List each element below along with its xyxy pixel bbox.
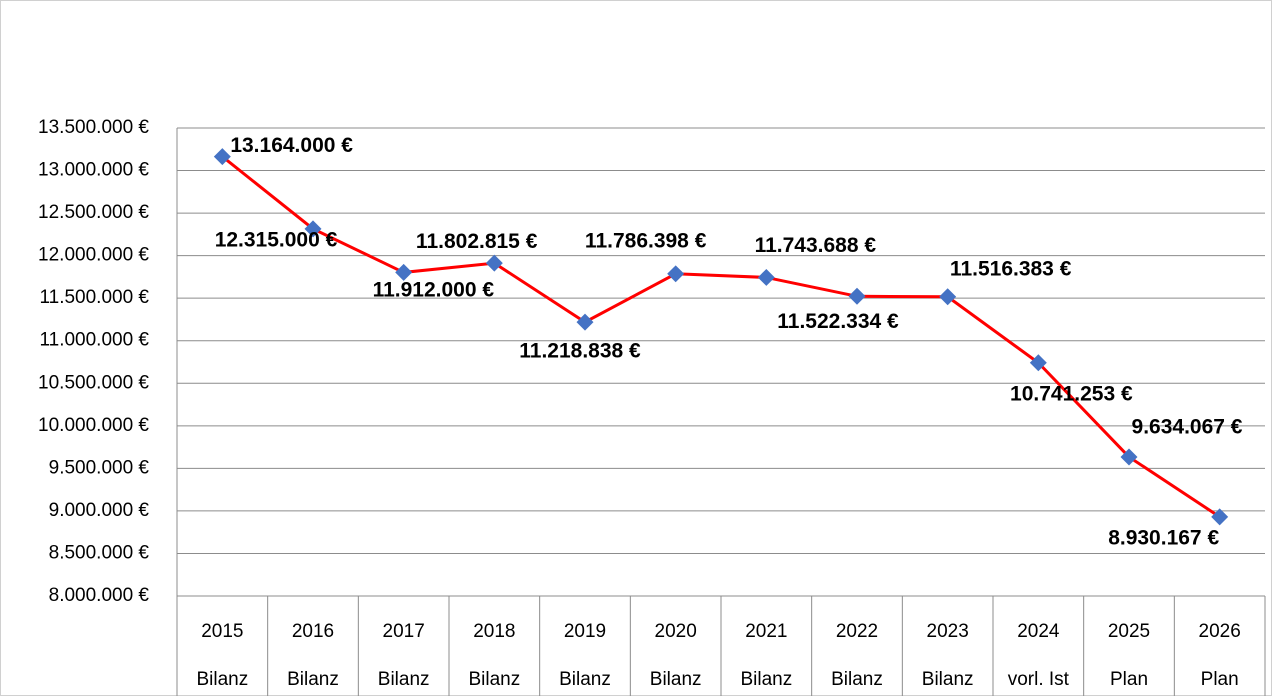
x-tick-label: 2023 — [927, 621, 969, 642]
data-label: 11.912.000 € — [373, 279, 495, 302]
marker — [939, 288, 957, 306]
x-tick-label: 2025 — [1108, 621, 1150, 642]
data-label: 11.786.398 € — [585, 229, 707, 252]
data-label: 11.743.688 € — [755, 234, 877, 257]
x-sublabel: Bilanz — [922, 669, 974, 690]
x-sublabel: vorl. Ist — [1008, 669, 1070, 690]
marker — [576, 313, 594, 331]
x-tick-label: 2016 — [292, 621, 334, 642]
y-tick-label: 8.000.000 € — [49, 585, 150, 606]
data-label: 11.516.383 € — [950, 257, 1072, 280]
x-sublabel: Bilanz — [378, 669, 430, 690]
marker — [848, 287, 866, 305]
x-sublabel: Bilanz — [740, 669, 792, 690]
x-sublabel: Bilanz — [650, 669, 702, 690]
y-tick-label: 13.000.000 € — [38, 160, 149, 181]
data-label: 12.315.000 € — [215, 228, 338, 251]
y-tick-label: 10.500.000 € — [38, 372, 149, 393]
data-label: 9.634.067 € — [1132, 416, 1243, 439]
marker — [667, 265, 685, 283]
data-label: 11.802.815 € — [416, 230, 538, 253]
data-label: 11.522.334 € — [777, 310, 899, 333]
x-tick-label: 2017 — [383, 621, 425, 642]
marker — [1211, 508, 1229, 526]
y-tick-label: 13.500.000 € — [38, 117, 149, 138]
x-sublabel: Bilanz — [559, 669, 611, 690]
line — [221, 155, 1221, 519]
x-tick-label: 2015 — [201, 621, 243, 642]
y-tick-label: 12.500.000 € — [38, 202, 149, 223]
x-tick-label: 2024 — [1017, 621, 1060, 642]
x-tick-label: 2020 — [655, 621, 697, 642]
data-label: 13.164.000 € — [230, 134, 353, 157]
y-tick-label: 10.000.000 € — [38, 415, 149, 436]
x-tick-label: 2022 — [836, 621, 878, 642]
data-label: 11.218.838 € — [519, 340, 641, 363]
marker — [395, 263, 413, 281]
x-tick-label: 2019 — [564, 621, 606, 642]
marker — [213, 148, 231, 166]
data-label: 10.741.253 € — [1010, 382, 1133, 405]
marker — [304, 220, 322, 238]
x-tick-label: 2018 — [473, 621, 515, 642]
x-sublabel: Plan — [1110, 669, 1148, 690]
x-sublabel: Bilanz — [287, 669, 339, 690]
data-label: 8.930.167 € — [1108, 526, 1219, 549]
x-tick-label: 2021 — [745, 621, 787, 642]
y-tick-label: 12.000.000 € — [38, 245, 149, 266]
y-tick-label: 8.500.000 € — [49, 542, 150, 563]
x-sublabel: Bilanz — [196, 669, 248, 690]
x-tick-label: 2026 — [1199, 621, 1241, 642]
marker — [757, 268, 775, 286]
y-tick-label: 11.000.000 € — [39, 330, 149, 351]
y-tick-label: 9.500.000 € — [49, 457, 150, 478]
y-tick-label: 11.500.000 € — [39, 287, 149, 308]
marker — [485, 254, 503, 272]
y-tick-label: 9.000.000 € — [49, 500, 150, 521]
x-sublabel: Plan — [1201, 669, 1239, 690]
x-sublabel: Bilanz — [468, 669, 520, 690]
x-sublabel: Bilanz — [831, 669, 883, 690]
